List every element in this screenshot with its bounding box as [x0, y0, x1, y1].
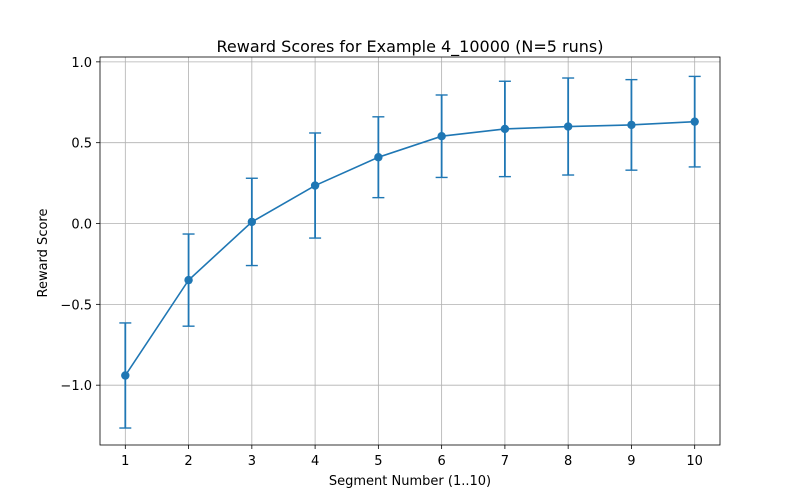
x-axis-ticks: 1 2 3 4 5 6 7 8 9 10 [121, 445, 703, 469]
x-tick-label: 2 [184, 454, 192, 469]
series-line-layer [124, 120, 695, 376]
data-point [500, 124, 510, 134]
data-point [121, 371, 130, 380]
x-tick-label: 6 [437, 454, 445, 469]
x-tick-label: 1 [121, 454, 129, 469]
y-tick-label: 0.0 [71, 218, 92, 233]
chart-title: Reward Scores for Example 4_10000 (N=5 r… [217, 37, 604, 57]
data-points [121, 117, 699, 380]
x-tick-label: 4 [311, 454, 319, 469]
data-point [690, 117, 699, 126]
y-tick-label: −0.5 [60, 298, 92, 313]
x-tick-label: 9 [627, 454, 635, 469]
y-axis-label: Reward Score [36, 209, 51, 298]
x-tick-label: 10 [686, 454, 703, 469]
plot-frame [99, 56, 721, 446]
data-point [374, 153, 383, 162]
y-axis-ticks: −1.0 −0.5 0.0 0.5 1.0 [60, 56, 100, 394]
data-point [184, 275, 193, 285]
data-point [563, 122, 573, 131]
data-point [310, 181, 320, 190]
x-axis-label: Segment Number (1..10) [329, 474, 491, 489]
y-tick-label: 0.5 [71, 137, 92, 152]
data-point [437, 132, 446, 141]
series-line [124, 120, 695, 376]
data-point [247, 217, 257, 227]
x-tick-label: 3 [248, 454, 256, 469]
data-point [627, 120, 636, 130]
y-tick-label: 1.0 [71, 56, 92, 71]
x-tick-label: 7 [501, 454, 509, 469]
y-tick-label: −1.0 [60, 379, 92, 394]
x-tick-label: 5 [374, 454, 382, 469]
x-tick-label: 8 [564, 454, 572, 469]
